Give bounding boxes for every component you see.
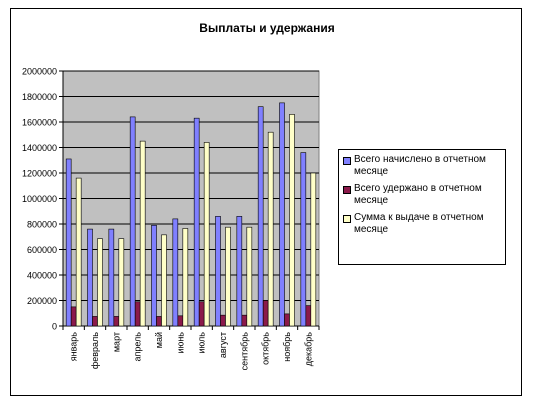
bar	[203, 142, 210, 327]
y-tick-label: 1600000	[22, 118, 57, 128]
x-tick-label: ноябрь	[282, 332, 292, 362]
bar	[182, 228, 189, 327]
legend-item-withheld: Всего удержано в отчетном месяце	[343, 183, 503, 207]
bar	[305, 305, 312, 327]
bar	[267, 131, 274, 327]
x-tick-label: август	[218, 332, 228, 358]
bar	[193, 117, 200, 327]
bar	[262, 300, 269, 327]
bar	[134, 301, 141, 327]
bar	[156, 316, 162, 327]
bar	[225, 226, 231, 327]
legend: Всего начислено в отчетном месяце Всего …	[338, 149, 506, 265]
x-tick-label: июнь	[175, 332, 185, 354]
legend-item-accrued: Всего начислено в отчетном месяце	[343, 154, 503, 178]
bar	[310, 172, 317, 327]
x-tick-label: февраль	[90, 332, 100, 369]
bar	[289, 114, 295, 327]
bar	[97, 238, 103, 327]
legend-label-payout: Сумма к выдаче в отчетном месяце	[354, 212, 484, 235]
bar	[241, 314, 248, 327]
bar	[113, 316, 120, 327]
legend-label-accrued: Всего начислено в отчетном месяце	[354, 154, 486, 177]
x-tick-label: март	[111, 332, 121, 352]
bar	[246, 226, 253, 327]
y-tick-label: 2000000	[22, 67, 57, 77]
bar	[300, 152, 307, 327]
y-tick-label: 200000	[27, 296, 57, 306]
x-tick-label: октябрь	[261, 332, 271, 365]
x-tick-label: декабрь	[303, 332, 313, 367]
chart-frame: Выплаты и удержания 0 200000 400000 600000 8…	[10, 8, 522, 396]
x-tick-label: июль	[197, 332, 207, 354]
bar	[220, 314, 226, 327]
legend-label-withheld: Всего удержано в отчетном месяце	[354, 183, 482, 206]
chart-title: Выплаты и удержания	[199, 21, 335, 35]
bar	[65, 158, 72, 327]
bar	[70, 306, 77, 327]
bar	[92, 316, 98, 327]
x-tick-label: май	[154, 332, 164, 348]
bar	[257, 106, 264, 327]
x-tick-label: сентябрь	[239, 332, 249, 371]
chart-svg: 0 200000 400000 600000 800000 1000000 1200000 1…	[22, 67, 320, 371]
legend-swatch-accrued	[343, 157, 351, 165]
bar	[198, 301, 205, 327]
bar	[87, 228, 93, 327]
bar	[279, 102, 285, 327]
bar	[129, 116, 136, 327]
bar	[177, 315, 184, 327]
bar	[236, 216, 243, 327]
y-tick-label: 1800000	[22, 92, 57, 102]
x-tick-label: январь	[69, 332, 79, 362]
y-tick-label: 400000	[27, 271, 57, 281]
bar	[108, 228, 115, 327]
y-tick-label: 1000000	[22, 194, 57, 204]
bar	[139, 140, 146, 327]
bar	[172, 218, 179, 327]
bar	[161, 234, 167, 327]
bar	[75, 177, 82, 327]
x-tick-label: апрель	[133, 332, 143, 362]
y-tick-label: 600000	[27, 245, 57, 255]
legend-item-payout: Сумма к выдаче в отчетном месяце	[343, 212, 503, 236]
y-tick-label: 1400000	[22, 143, 57, 153]
y-tick-label: 800000	[27, 220, 57, 230]
y-tick-label: 1200000	[22, 169, 57, 179]
y-tick-label: 0	[52, 322, 57, 332]
legend-swatch-withheld	[343, 186, 351, 194]
bar	[215, 216, 221, 327]
legend-swatch-payout	[343, 215, 351, 223]
bar	[118, 238, 125, 327]
bar	[284, 313, 290, 327]
bar	[151, 224, 157, 327]
